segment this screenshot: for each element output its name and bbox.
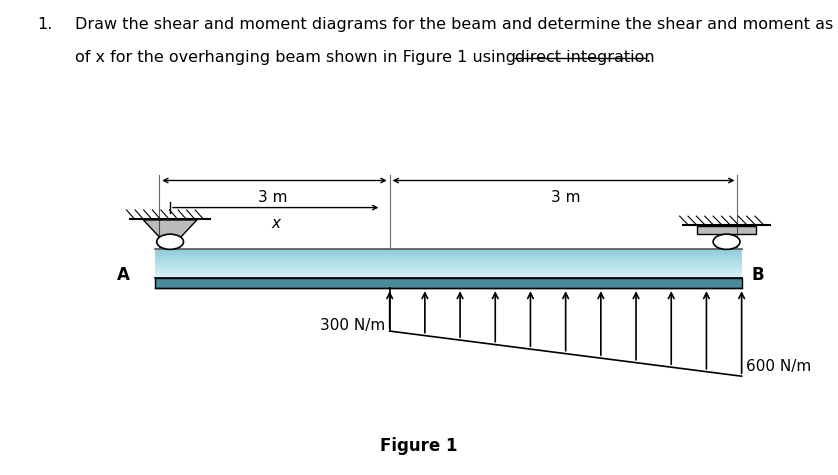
Bar <box>155 270 742 271</box>
Bar <box>155 253 742 254</box>
Text: Draw the shear and moment diagrams for the beam and determine the shear and mome: Draw the shear and moment diagrams for t… <box>75 17 838 32</box>
Bar <box>155 267 742 268</box>
Text: 600 N/m: 600 N/m <box>746 359 811 374</box>
Bar <box>155 272 742 273</box>
Bar <box>155 263 742 264</box>
Bar <box>155 269 742 270</box>
Circle shape <box>713 234 740 249</box>
Bar <box>155 260 742 261</box>
Bar <box>155 273 742 274</box>
Text: 1.: 1. <box>38 17 53 32</box>
Bar <box>155 266 742 267</box>
Bar <box>155 258 742 259</box>
Bar <box>155 274 742 275</box>
Bar <box>155 271 742 272</box>
Circle shape <box>157 234 184 249</box>
Polygon shape <box>143 220 197 248</box>
Text: 3 m: 3 m <box>551 190 581 205</box>
Text: 3 m: 3 m <box>257 190 287 205</box>
Text: A: A <box>117 266 130 285</box>
Text: .: . <box>645 50 650 65</box>
Bar <box>697 226 756 234</box>
Bar <box>155 262 742 263</box>
Bar <box>155 268 742 269</box>
Bar <box>155 257 742 258</box>
Bar <box>155 261 742 262</box>
Text: Figure 1: Figure 1 <box>380 437 458 455</box>
Bar <box>155 256 742 257</box>
Bar <box>155 275 742 276</box>
Bar <box>155 255 742 256</box>
Text: x: x <box>272 216 280 231</box>
Text: direct integration: direct integration <box>515 50 655 65</box>
Text: B: B <box>752 266 764 285</box>
Text: of x for the overhanging beam shown in Figure 1 using: of x for the overhanging beam shown in F… <box>75 50 521 65</box>
Bar <box>155 250 742 251</box>
Bar <box>155 278 742 288</box>
Bar <box>155 259 742 260</box>
Text: 300 N/m: 300 N/m <box>320 318 385 333</box>
Bar <box>155 251 742 252</box>
